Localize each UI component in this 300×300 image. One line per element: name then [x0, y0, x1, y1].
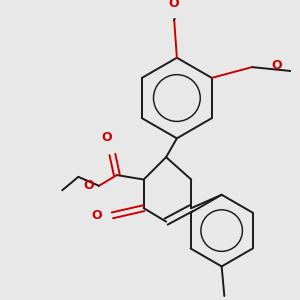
Text: O: O: [169, 0, 179, 11]
Text: O: O: [271, 59, 282, 72]
Text: O: O: [84, 179, 94, 192]
Text: O: O: [92, 209, 103, 222]
Text: O: O: [102, 131, 112, 144]
